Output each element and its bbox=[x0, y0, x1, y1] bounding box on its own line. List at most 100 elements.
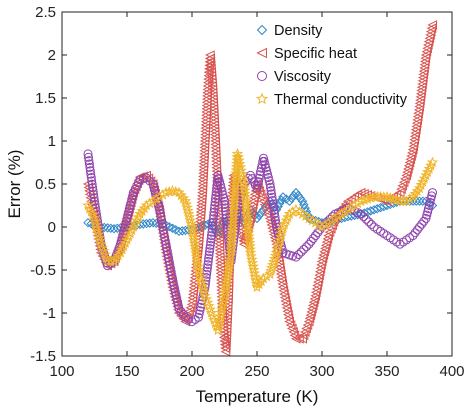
data-point bbox=[121, 217, 131, 227]
x-axis: 100 150 200 250 300 350 400 bbox=[49, 12, 465, 380]
data-point bbox=[421, 213, 431, 223]
data-point bbox=[165, 260, 175, 270]
x-tick-label: 300 bbox=[309, 363, 334, 380]
data-point bbox=[242, 223, 254, 235]
y-axis: 2.5 2 1.5 1 0.5 0 -0.5 -1 -1.5 bbox=[30, 4, 452, 365]
data-point bbox=[183, 208, 195, 219]
data-point bbox=[209, 207, 219, 217]
data-point bbox=[228, 204, 240, 215]
data-point bbox=[116, 243, 128, 255]
y-tick-label: -0.5 bbox=[30, 262, 56, 279]
data-point bbox=[296, 247, 306, 257]
data-point bbox=[418, 196, 428, 206]
data-point bbox=[93, 231, 105, 243]
data-point bbox=[299, 244, 309, 254]
data-point bbox=[381, 190, 393, 202]
y-tick-label: 2 bbox=[48, 47, 56, 64]
data-point bbox=[244, 243, 256, 255]
data-point bbox=[355, 195, 367, 206]
data-point bbox=[194, 312, 203, 322]
data-point bbox=[254, 173, 264, 183]
data-point bbox=[122, 213, 132, 223]
data-point bbox=[119, 237, 131, 248]
data-point bbox=[200, 220, 210, 230]
data-point bbox=[246, 253, 258, 265]
data-point bbox=[243, 233, 255, 245]
data-point bbox=[411, 185, 423, 196]
data-point bbox=[253, 177, 263, 187]
data-point bbox=[220, 203, 230, 213]
legend-marker-star bbox=[255, 92, 269, 105]
data-point bbox=[85, 166, 95, 176]
data-point bbox=[83, 152, 93, 162]
data-point bbox=[207, 231, 216, 241]
data-point bbox=[414, 196, 425, 206]
data-point bbox=[88, 212, 101, 224]
data-point bbox=[177, 192, 189, 204]
data-point bbox=[102, 223, 113, 233]
data-point bbox=[220, 279, 232, 291]
data-point bbox=[242, 217, 254, 229]
data-point bbox=[229, 184, 241, 195]
data-point bbox=[203, 260, 213, 270]
data-point bbox=[387, 193, 400, 204]
data-point bbox=[410, 228, 420, 238]
data-point bbox=[94, 235, 106, 246]
data-point bbox=[208, 214, 218, 224]
data-point bbox=[209, 211, 219, 221]
data-point bbox=[415, 179, 427, 190]
data-point bbox=[409, 188, 421, 199]
data-point bbox=[307, 214, 317, 225]
data-point bbox=[238, 181, 250, 193]
data-point bbox=[196, 276, 208, 288]
data-point bbox=[233, 154, 245, 166]
data-point bbox=[198, 286, 210, 298]
data-point bbox=[226, 233, 238, 245]
data-point bbox=[241, 207, 253, 219]
data-point bbox=[207, 227, 217, 237]
data-point bbox=[204, 247, 214, 257]
data-point bbox=[216, 183, 226, 193]
data-point bbox=[235, 164, 247, 176]
data-point bbox=[223, 256, 236, 268]
data-point bbox=[193, 267, 205, 279]
data-point bbox=[286, 193, 297, 204]
data-point bbox=[226, 230, 238, 242]
data-point bbox=[427, 191, 437, 201]
data-point bbox=[210, 201, 220, 210]
y-tick-label: -1.5 bbox=[30, 348, 56, 365]
data-point bbox=[229, 187, 241, 199]
data-point bbox=[191, 254, 203, 265]
data-point bbox=[418, 172, 430, 184]
data-point bbox=[294, 250, 304, 260]
data-point bbox=[214, 174, 224, 184]
data-point bbox=[284, 196, 295, 206]
y-tick-label: -1 bbox=[43, 305, 56, 322]
data-point bbox=[215, 180, 225, 190]
data-point bbox=[194, 309, 204, 319]
data-point bbox=[277, 221, 289, 232]
data-point bbox=[118, 240, 130, 252]
data-point bbox=[244, 246, 257, 258]
data-point bbox=[423, 207, 433, 217]
data-point bbox=[259, 153, 268, 163]
legend-label: Thermal conductivity bbox=[274, 92, 408, 108]
data-point bbox=[206, 234, 216, 244]
data-point bbox=[85, 162, 95, 172]
data-point bbox=[358, 194, 370, 205]
data-point bbox=[419, 216, 429, 226]
data-point bbox=[269, 205, 279, 215]
data-point bbox=[192, 264, 205, 275]
data-point bbox=[238, 178, 250, 189]
data-point bbox=[428, 188, 437, 198]
data-point bbox=[210, 197, 220, 207]
data-point bbox=[252, 183, 262, 193]
data-point bbox=[156, 215, 166, 225]
y-tick-label: 1.5 bbox=[35, 90, 56, 107]
data-point bbox=[422, 210, 432, 220]
data-point bbox=[142, 173, 151, 183]
data-point bbox=[121, 233, 133, 245]
data-point bbox=[229, 180, 241, 192]
data-point bbox=[422, 166, 434, 177]
data-point bbox=[190, 250, 203, 262]
